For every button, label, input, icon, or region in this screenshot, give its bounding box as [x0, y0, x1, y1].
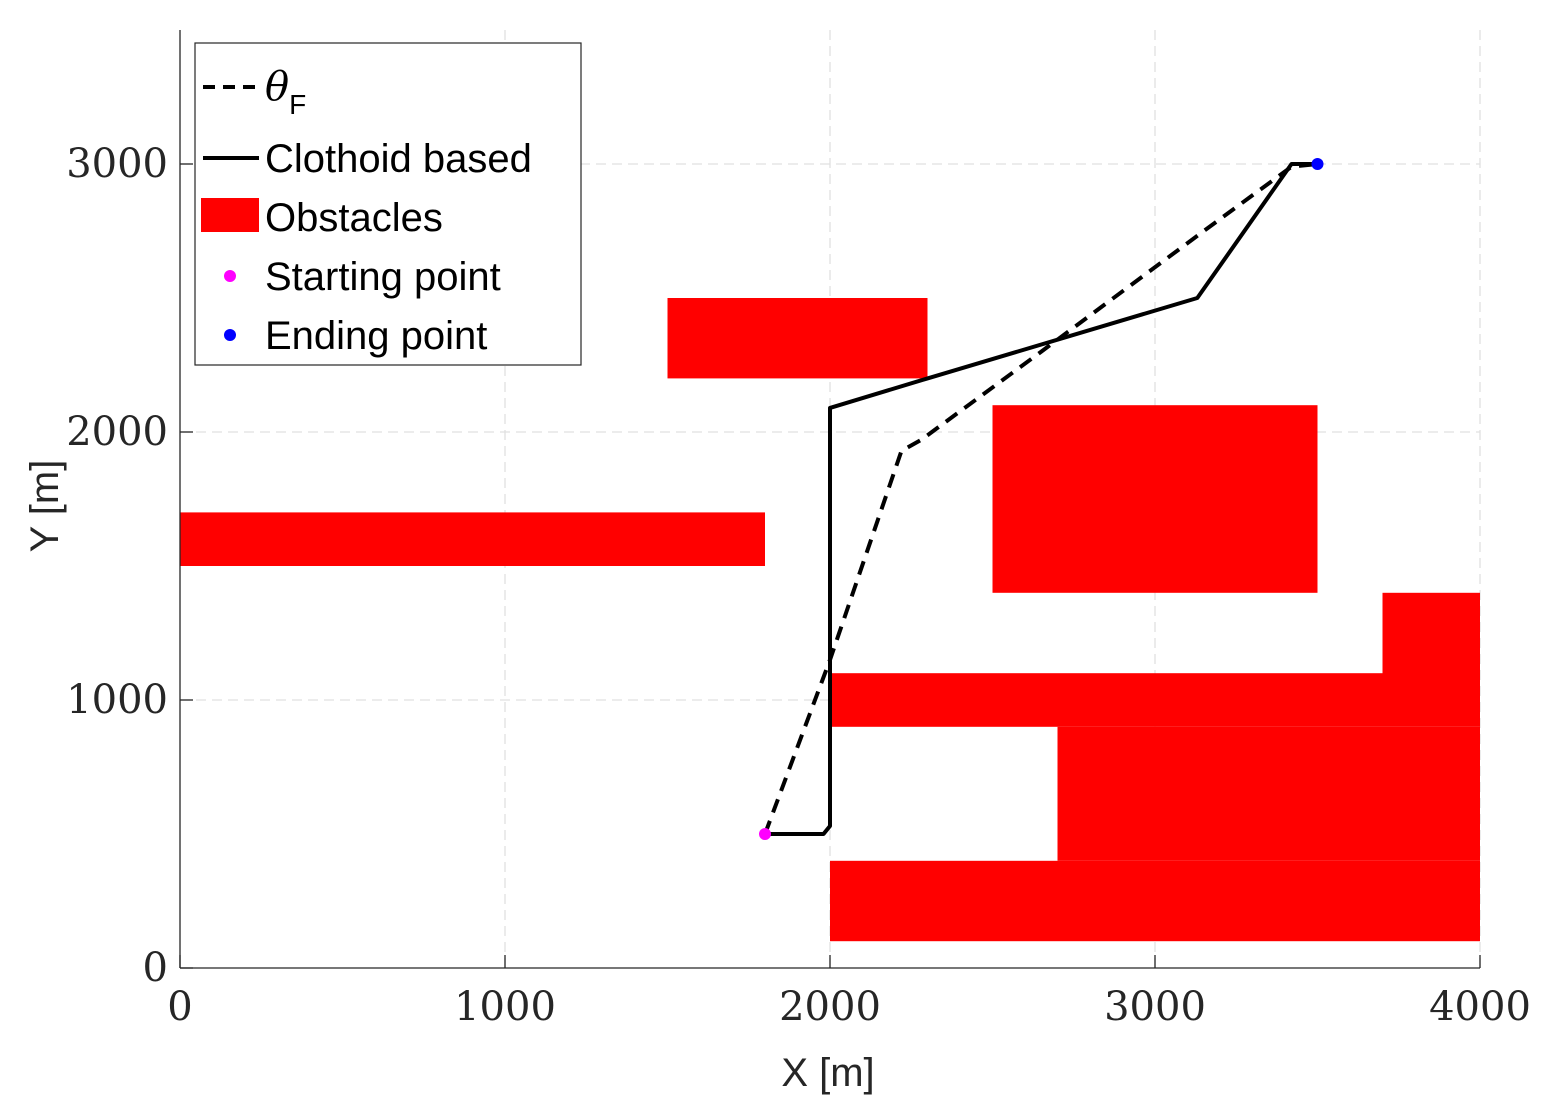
y-tick-label: 0 — [143, 945, 168, 991]
x-tick-label: 3000 — [1104, 984, 1206, 1030]
legend-theta-symbol: θ — [265, 64, 289, 110]
x-tick-label: 1000 — [454, 984, 556, 1030]
starting-point-marker — [759, 828, 771, 840]
legend-start-marker — [224, 270, 236, 282]
legend-theta-subscript: F — [289, 89, 306, 120]
axes-layer: 0 1000 2000 3000 4000 0 1000 2000 3000 — [66, 30, 1531, 1030]
y-tick-label: 3000 — [66, 141, 168, 187]
obstacle-rect — [830, 860, 1480, 942]
legend-theta-label: θF — [265, 64, 306, 120]
legend-box — [194, 42, 582, 366]
x-tick-label: 2000 — [779, 984, 881, 1030]
x-tick-label: 4000 — [1429, 984, 1531, 1030]
legend-obstacles-label: Obstacles — [265, 196, 443, 240]
obstacle-rect — [1382, 592, 1480, 727]
legend-obstacles-swatch — [201, 198, 259, 232]
ending-point-marker — [1311, 158, 1324, 170]
obstacle-rect — [1057, 726, 1480, 861]
x-axis-label: X [m] — [781, 1051, 874, 1095]
legend-end-marker — [224, 329, 236, 341]
legend: θF Clothoid based Obstacles Starting poi… — [194, 42, 582, 366]
legend-clothoid-label: Clothoid based — [265, 137, 532, 181]
points-layer — [759, 158, 1324, 840]
obstacle-rect — [667, 298, 928, 379]
x-tick-label: 0 — [167, 984, 192, 1030]
y-axis-label: Y [m] — [23, 460, 67, 553]
obstacle-rect — [992, 405, 1318, 593]
legend-start-label: Starting point — [265, 255, 501, 299]
obstacle-rect — [180, 512, 765, 566]
y-tick-label: 1000 — [66, 677, 168, 723]
paths-layer — [763, 162, 1318, 836]
obstacle-rect — [830, 673, 1383, 727]
clothoid-path — [765, 162, 1318, 836]
obstacles-layer — [180, 298, 1480, 942]
y-tick-label: 2000 — [66, 409, 168, 455]
legend-end-label: Ending point — [265, 314, 487, 358]
